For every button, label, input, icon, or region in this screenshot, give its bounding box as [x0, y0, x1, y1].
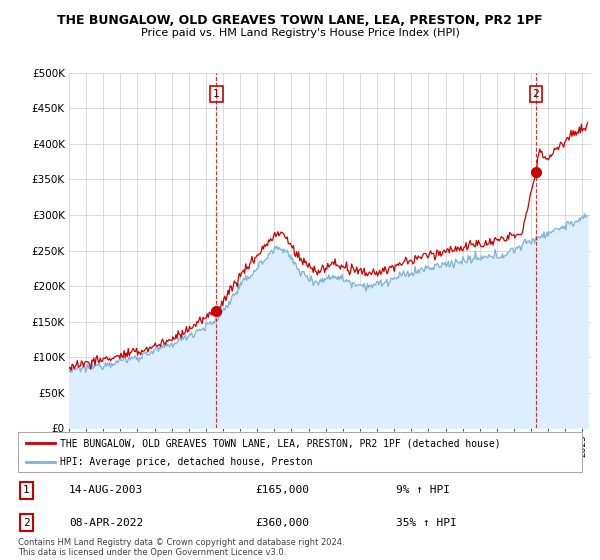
Text: 2: 2 [532, 89, 539, 99]
Text: 35% ↑ HPI: 35% ↑ HPI [396, 518, 457, 528]
Text: £360,000: £360,000 [255, 518, 309, 528]
Text: 08-APR-2022: 08-APR-2022 [69, 518, 143, 528]
Text: Contains HM Land Registry data © Crown copyright and database right 2024.
This d: Contains HM Land Registry data © Crown c… [18, 538, 344, 557]
Text: 2: 2 [23, 518, 30, 528]
Text: THE BUNGALOW, OLD GREAVES TOWN LANE, LEA, PRESTON, PR2 1PF (detached house): THE BUNGALOW, OLD GREAVES TOWN LANE, LEA… [60, 438, 501, 449]
Text: £165,000: £165,000 [255, 486, 309, 495]
Text: 1: 1 [23, 486, 30, 495]
Text: HPI: Average price, detached house, Preston: HPI: Average price, detached house, Pres… [60, 457, 313, 466]
Text: THE BUNGALOW, OLD GREAVES TOWN LANE, LEA, PRESTON, PR2 1PF: THE BUNGALOW, OLD GREAVES TOWN LANE, LEA… [57, 14, 543, 27]
Text: 14-AUG-2003: 14-AUG-2003 [69, 486, 143, 495]
Text: Price paid vs. HM Land Registry's House Price Index (HPI): Price paid vs. HM Land Registry's House … [140, 28, 460, 38]
Text: 1: 1 [213, 89, 220, 99]
Text: 9% ↑ HPI: 9% ↑ HPI [396, 486, 450, 495]
